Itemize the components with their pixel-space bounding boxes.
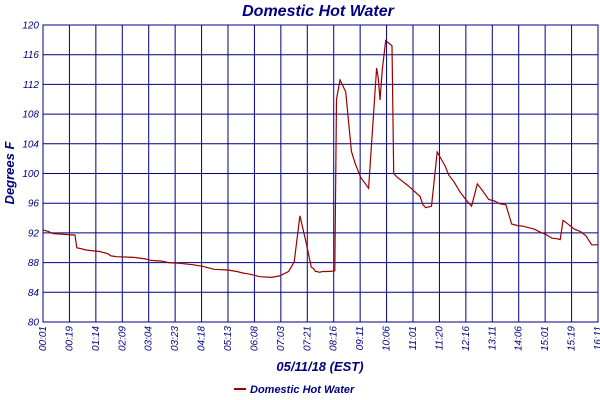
x-tick-label: 02:09 bbox=[117, 326, 128, 351]
y-axis-label: Degrees F bbox=[2, 141, 17, 205]
x-tick-label: 08:16 bbox=[329, 326, 340, 351]
y-tick-label: 88 bbox=[28, 258, 40, 269]
x-tick-label: 13:11 bbox=[487, 326, 498, 350]
x-tick-label: 15:19 bbox=[567, 326, 578, 351]
x-tick-label: 01:14 bbox=[91, 326, 102, 351]
y-tick-label: 80 bbox=[28, 318, 40, 329]
series-line-domestic-hot-water bbox=[42, 39, 598, 279]
x-tick-label: 04:18 bbox=[197, 326, 208, 351]
x-tick-label: 11:01 bbox=[408, 326, 419, 350]
x-axis-ticks: 00:01 00:19 01:14 02:09 03:04 03:23 04:18 05:13… bbox=[38, 326, 600, 351]
y-tick-label: 108 bbox=[22, 110, 39, 121]
y-tick-label: 116 bbox=[23, 50, 39, 61]
y-tick-label: 84 bbox=[28, 288, 40, 299]
y-tick-label: 100 bbox=[22, 169, 39, 180]
x-tick-label: 07:03 bbox=[276, 326, 287, 351]
x-tick-label: 10:06 bbox=[382, 326, 393, 351]
x-tick-label: 00:01 bbox=[38, 326, 49, 351]
x-tick-label: 14:06 bbox=[514, 326, 525, 351]
grid bbox=[43, 24, 598, 323]
y-tick-label: 96 bbox=[28, 199, 40, 210]
chart-title: Domestic Hot Water bbox=[242, 3, 395, 20]
y-tick-label: 112 bbox=[23, 80, 39, 91]
x-tick-label: 07:21 bbox=[302, 326, 313, 351]
x-tick-label: 16:11 bbox=[593, 326, 600, 350]
plot-area bbox=[42, 24, 599, 323]
x-tick-label: 03:04 bbox=[144, 326, 155, 351]
legend: Domestic Hot Water bbox=[234, 384, 355, 396]
y-tick-label: 120 bbox=[22, 21, 39, 32]
y-tick-label: 92 bbox=[28, 228, 40, 239]
legend-label: Domestic Hot Water bbox=[250, 384, 355, 396]
x-axis-label: 05/11/18 (EST) bbox=[276, 359, 363, 374]
x-tick-label: 12:16 bbox=[461, 326, 472, 351]
x-tick-label: 03:23 bbox=[170, 326, 181, 351]
x-tick-label: 15:01 bbox=[540, 326, 551, 351]
x-tick-label: 11:20 bbox=[434, 326, 445, 351]
x-tick-label: 00:19 bbox=[64, 326, 75, 351]
x-tick-label: 05:13 bbox=[223, 326, 234, 351]
x-tick-label: 06:08 bbox=[249, 326, 260, 351]
x-tick-label: 09:11 bbox=[355, 326, 366, 350]
y-axis-ticks: 80 84 88 92 96 100 104 108 112 116 120 bbox=[22, 21, 39, 329]
y-tick-label: 104 bbox=[22, 139, 39, 150]
